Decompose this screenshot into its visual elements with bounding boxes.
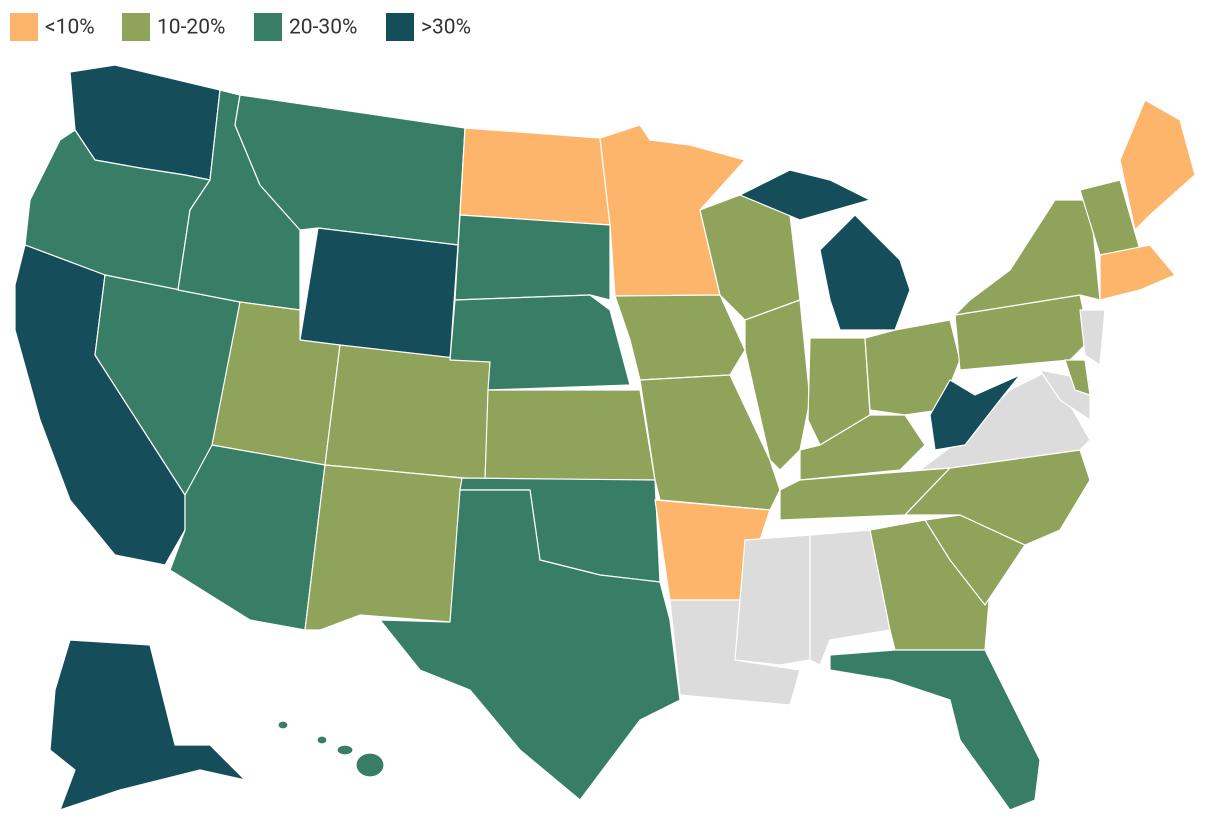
state-no-data (734, 534, 811, 666)
state (484, 389, 656, 481)
legend-label: 10-20% (157, 16, 225, 40)
state (924, 514, 1026, 606)
state (929, 374, 1021, 451)
legend: <10% 10-20% 20-30% >30% (10, 13, 471, 41)
state (299, 227, 459, 361)
state (954, 199, 1101, 316)
legend-swatch (386, 13, 414, 41)
state (49, 639, 246, 811)
state (336, 744, 354, 756)
state (1099, 244, 1176, 301)
legend-label: <10% (45, 16, 95, 40)
state (379, 489, 681, 801)
legend-swatch (10, 13, 38, 41)
state-no-data (1079, 309, 1106, 366)
state (739, 169, 871, 221)
legend-label: >30% (421, 16, 471, 40)
state (614, 294, 746, 381)
state (639, 374, 781, 511)
state (599, 124, 746, 297)
legend-label: 20-30% (289, 16, 357, 40)
state (829, 649, 1041, 811)
state (449, 294, 631, 391)
states (14, 64, 1196, 811)
state (819, 214, 911, 331)
state (459, 127, 611, 226)
state (355, 752, 385, 778)
state (316, 735, 328, 745)
legend-swatch (122, 13, 150, 41)
state (304, 464, 463, 631)
state (744, 299, 811, 471)
state (454, 214, 611, 301)
state (277, 720, 289, 730)
state (1064, 359, 1091, 396)
state (1119, 99, 1196, 231)
legend-swatch (254, 13, 282, 41)
state (324, 344, 491, 481)
